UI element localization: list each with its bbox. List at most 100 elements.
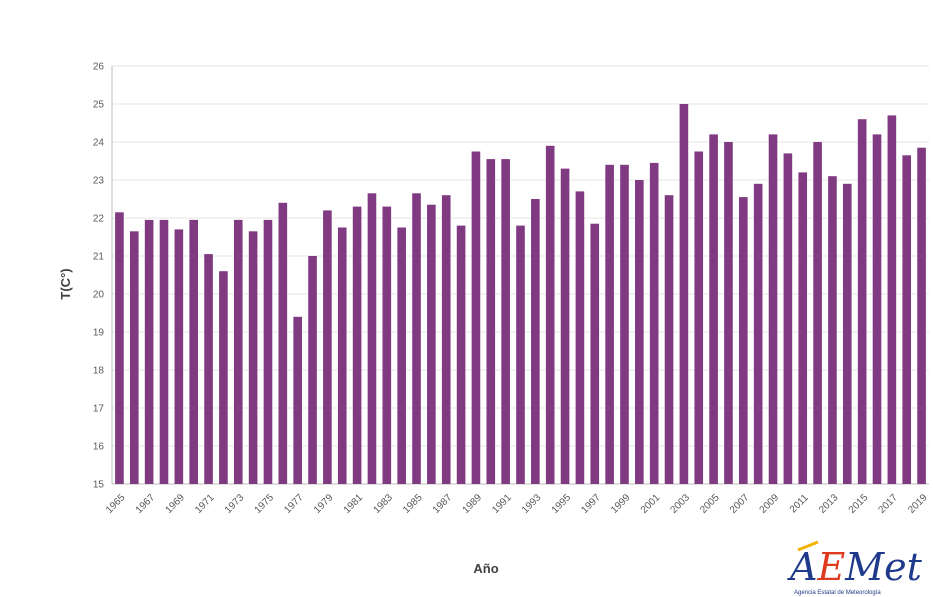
bar-2004	[694, 151, 704, 484]
bar-1987	[441, 195, 451, 484]
bar-1996	[575, 191, 585, 484]
y-axis-title: T(C°)	[58, 268, 73, 299]
bar-2005	[709, 134, 718, 484]
x-tick-label: 2015	[847, 492, 871, 516]
x-tick-label: 1979	[312, 492, 336, 516]
bar-1984	[397, 227, 406, 484]
x-tick-label: 2007	[728, 492, 752, 516]
bar-1986	[427, 204, 436, 484]
bar-1990	[486, 159, 496, 484]
x-axis-ticks: 1965 1967 1969 1971 1973 1975 1977 1979 1981 1983…	[104, 492, 930, 516]
bar-2003	[679, 104, 689, 484]
y-tick-label: 24	[93, 138, 105, 149]
y-tick-label: 21	[93, 252, 105, 263]
x-tick-label: 1985	[401, 492, 425, 516]
bar-2019	[917, 147, 926, 484]
bar-2002	[664, 195, 674, 484]
bar-1983	[382, 206, 392, 484]
bar-2016	[872, 134, 882, 484]
x-tick-label: 1973	[223, 492, 247, 516]
x-tick-label: 2019	[906, 492, 930, 516]
x-tick-label: 2001	[639, 492, 663, 516]
bar-1978	[308, 256, 317, 484]
x-tick-label: 1965	[104, 492, 128, 516]
x-tick-label: 1977	[282, 492, 306, 516]
bars	[115, 104, 926, 485]
bar-2015	[857, 119, 867, 484]
x-tick-label: 2009	[758, 492, 782, 516]
bar-1968	[159, 219, 169, 484]
y-tick-label: 18	[93, 366, 105, 377]
x-tick-label: 2005	[698, 492, 722, 516]
bar-1988	[456, 225, 466, 484]
bar-2007	[739, 197, 748, 484]
bar-1995	[560, 168, 570, 484]
x-tick-label: 2011	[788, 492, 811, 515]
x-tick-label: 1967	[134, 492, 158, 516]
bar-2018	[902, 155, 912, 485]
x-tick-label: 1987	[431, 492, 455, 516]
bar-1967	[144, 219, 154, 484]
bar-1982	[367, 193, 377, 485]
bar-1976	[278, 202, 288, 485]
bar-2001	[649, 162, 659, 484]
x-tick-label: 1981	[342, 492, 366, 516]
logo-swoosh	[797, 540, 819, 552]
x-tick-label: 2003	[669, 492, 693, 516]
bar-1994	[545, 145, 555, 485]
bar-2006	[724, 142, 733, 484]
x-tick-label: 1975	[253, 492, 277, 516]
bar-2011	[798, 172, 808, 484]
bar-2000	[635, 180, 644, 484]
bar-1989	[471, 151, 481, 484]
bar-1997	[590, 223, 600, 484]
x-tick-label: 1997	[579, 492, 603, 516]
x-tick-label: 2017	[876, 492, 900, 516]
bar-1985	[412, 193, 421, 485]
x-tick-label: 1995	[550, 492, 574, 516]
y-tick-label: 23	[93, 176, 105, 187]
bar-2009	[768, 134, 778, 484]
aemet-logo: AEMet Agencia Estatal de Meteorología	[787, 540, 923, 596]
bar-2014	[842, 183, 852, 485]
bar-1981	[352, 206, 362, 484]
logo-wordmark: AEMet	[787, 545, 923, 589]
x-tick-label: 1989	[461, 492, 485, 516]
y-tick-label: 16	[93, 442, 105, 453]
x-tick-label: 1993	[520, 492, 544, 516]
y-tick-label: 15	[93, 480, 105, 491]
bar-1992	[516, 225, 525, 484]
bar-1975	[263, 219, 273, 484]
bar-1980	[337, 227, 347, 484]
bar-1969	[174, 229, 184, 484]
bar-1965	[115, 212, 124, 485]
x-tick-label: 1969	[163, 492, 187, 516]
x-tick-label: 1991	[490, 492, 514, 516]
y-tick-label: 25	[93, 100, 105, 111]
bar-2012	[813, 142, 822, 484]
bar-1970	[189, 219, 199, 484]
y-tick-label: 22	[93, 214, 105, 225]
bar-1973	[233, 219, 243, 484]
bar-1993	[531, 199, 540, 484]
bar-2008	[753, 183, 763, 485]
x-tick-label: 1983	[371, 492, 395, 516]
bar-1991	[501, 159, 510, 484]
bar-1979	[323, 210, 332, 484]
bar-1966	[129, 231, 139, 484]
bar-1999	[620, 164, 629, 485]
bar-1974	[248, 231, 258, 484]
x-tick-label: 1971	[193, 492, 217, 516]
bar-1971	[204, 254, 213, 484]
bar-2013	[828, 176, 837, 484]
bar-2010	[783, 153, 793, 484]
y-tick-label: 26	[93, 62, 105, 73]
y-tick-label: 20	[93, 290, 105, 301]
x-tick-label: 1999	[609, 492, 633, 516]
bar-1998	[605, 164, 614, 485]
y-axis-ticks: 15 16 17 18 19 20 21 22 23 24 25 26	[93, 62, 105, 491]
bar-2017	[887, 115, 897, 485]
x-tick-label: 2013	[817, 492, 841, 516]
x-axis-title: Año	[473, 561, 498, 576]
